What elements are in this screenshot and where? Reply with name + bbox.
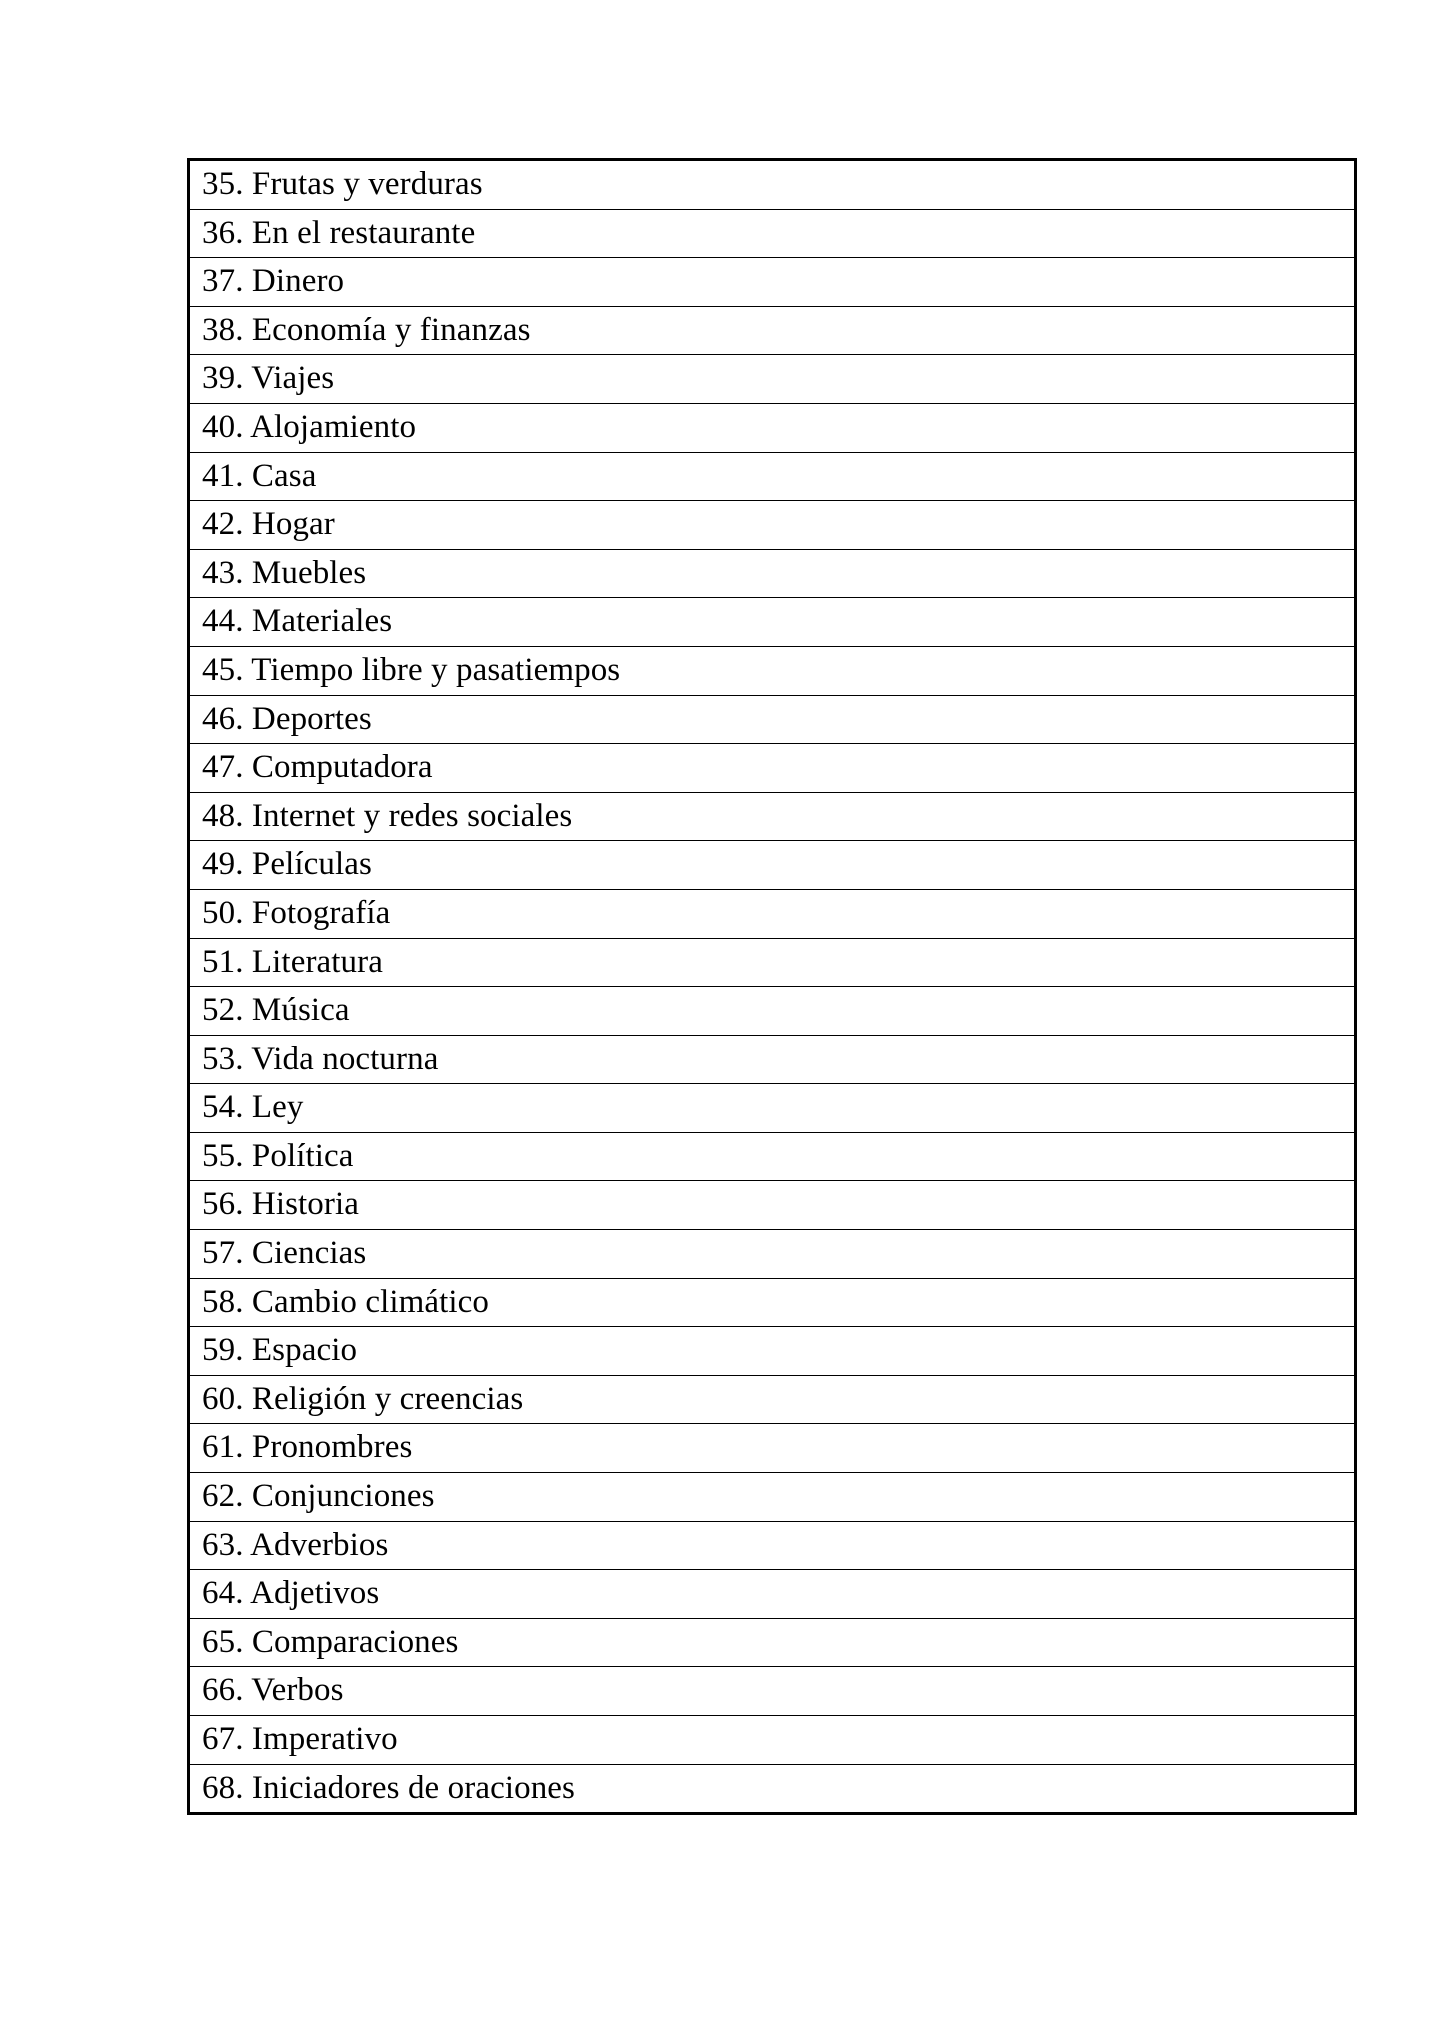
toc-entry: 54. Ley [188,1083,1356,1133]
table-row: 68. Iniciadores de oraciones [189,1764,1356,1814]
toc-entry: 64. Adjetivos [188,1569,1356,1619]
table-row: 36. En el restaurante [188,209,1356,259]
table-row: 45. Tiempo libre y pasatiempos [188,646,1356,696]
toc-entry: 59. Espacio [188,1326,1356,1376]
table-row: 51. Literatura [188,938,1356,988]
toc-entry: 68. Iniciadores de oraciones [202,1769,575,1806]
table-row: 58. Cambio climático [188,1278,1356,1328]
table-row: 44. Materiales [188,597,1356,647]
toc-entry: 65. Comparaciones [188,1618,1356,1668]
toc-entry: 63. Adverbios [188,1521,1356,1571]
table-row: 60. Religión y creencias [188,1375,1356,1425]
table-body: 35. Frutas y verduras 36. En el restauran… [188,159,1356,1814]
toc-entry: 40. Alojamiento [188,403,1356,453]
toc-entry: 66. Verbos [188,1666,1356,1716]
table-row: 49. Películas [188,840,1356,890]
table-row: 52. Música [188,986,1356,1036]
table-row: 63. Adverbios [188,1521,1356,1571]
toc-entry: 44. Materiales [188,597,1356,647]
table-row: 66. Verbos [188,1666,1356,1716]
table-of-contents-table: 35. Frutas y verduras 36. En el restauran… [187,158,1357,1816]
toc-entry: 38. Economía y finanzas [188,306,1356,356]
table-row: 65. Comparaciones [188,1618,1356,1668]
toc-entry: 56. Historia [188,1180,1356,1231]
table-row: 38. Economía y finanzas [188,306,1356,356]
toc-entry: 62. Conjunciones [188,1472,1356,1522]
table-row: 39. Viajes [188,354,1356,404]
table-row: 37. Dinero [188,257,1356,307]
table-row: 55. Política [188,1132,1356,1182]
table-row: 61. Pronombres [188,1423,1356,1474]
table-row: 46. Deportes [188,695,1356,745]
table-row: 47. Computadora [188,743,1356,793]
toc-entry: 53. Vida nocturna [188,1035,1356,1085]
toc-entry: 52. Música [188,986,1356,1036]
toc-entry: 51. Literatura [188,938,1356,988]
toc-entry: 46. Deportes [188,695,1356,745]
toc-entry: 43. Muebles [188,549,1356,599]
toc-entry: 55. Política [188,1132,1356,1182]
table-row: 62. Conjunciones [188,1472,1356,1522]
toc-entry: 45. Tiempo libre y pasatiempos [188,646,1356,696]
toc-entry: 37. Dinero [188,257,1356,307]
table-row: 43. Muebles [188,549,1356,599]
toc-entry: 57. Ciencias [188,1229,1356,1279]
toc-entry: 50. Fotografía [188,889,1356,939]
table-row: 59. Espacio [188,1326,1356,1376]
toc-entry: 49. Películas [188,840,1356,890]
table-row: 42. Hogar [188,500,1356,550]
table-row: 67. Imperativo [188,1715,1356,1765]
toc-entry: 48. Internet y redes sociales [188,792,1356,842]
toc-entry: 47. Computadora [188,743,1356,793]
table-row: 53. Vida nocturna [188,1035,1356,1085]
table-row: 56. Historia [188,1180,1356,1231]
toc-entry: 60. Religión y creencias [188,1375,1356,1425]
table-row: 64. Adjetivos [188,1569,1356,1619]
table-row: 40. Alojamiento [188,403,1356,453]
toc-entry: 42. Hogar [188,500,1356,550]
table-row: 54. Ley [188,1083,1356,1133]
toc-entry: 61. Pronombres [188,1423,1356,1474]
table-row: 48. Internet y redes sociales [188,792,1356,842]
table-row: 50. Fotografía [188,889,1356,939]
table-row: 35. Frutas y verduras [188,159,1356,210]
toc-entry: 58. Cambio climático [188,1278,1356,1328]
toc-entry: 67. Imperativo [188,1715,1356,1765]
toc-entry: 41. Casa [188,452,1356,502]
table-row: 41. Casa [188,452,1356,502]
toc-entry: 39. Viajes [188,354,1356,404]
toc-entry: 36. En el restaurante [188,209,1356,259]
table-row: 57. Ciencias [188,1229,1356,1279]
toc-entry: 35. Frutas y verduras [188,159,1356,210]
